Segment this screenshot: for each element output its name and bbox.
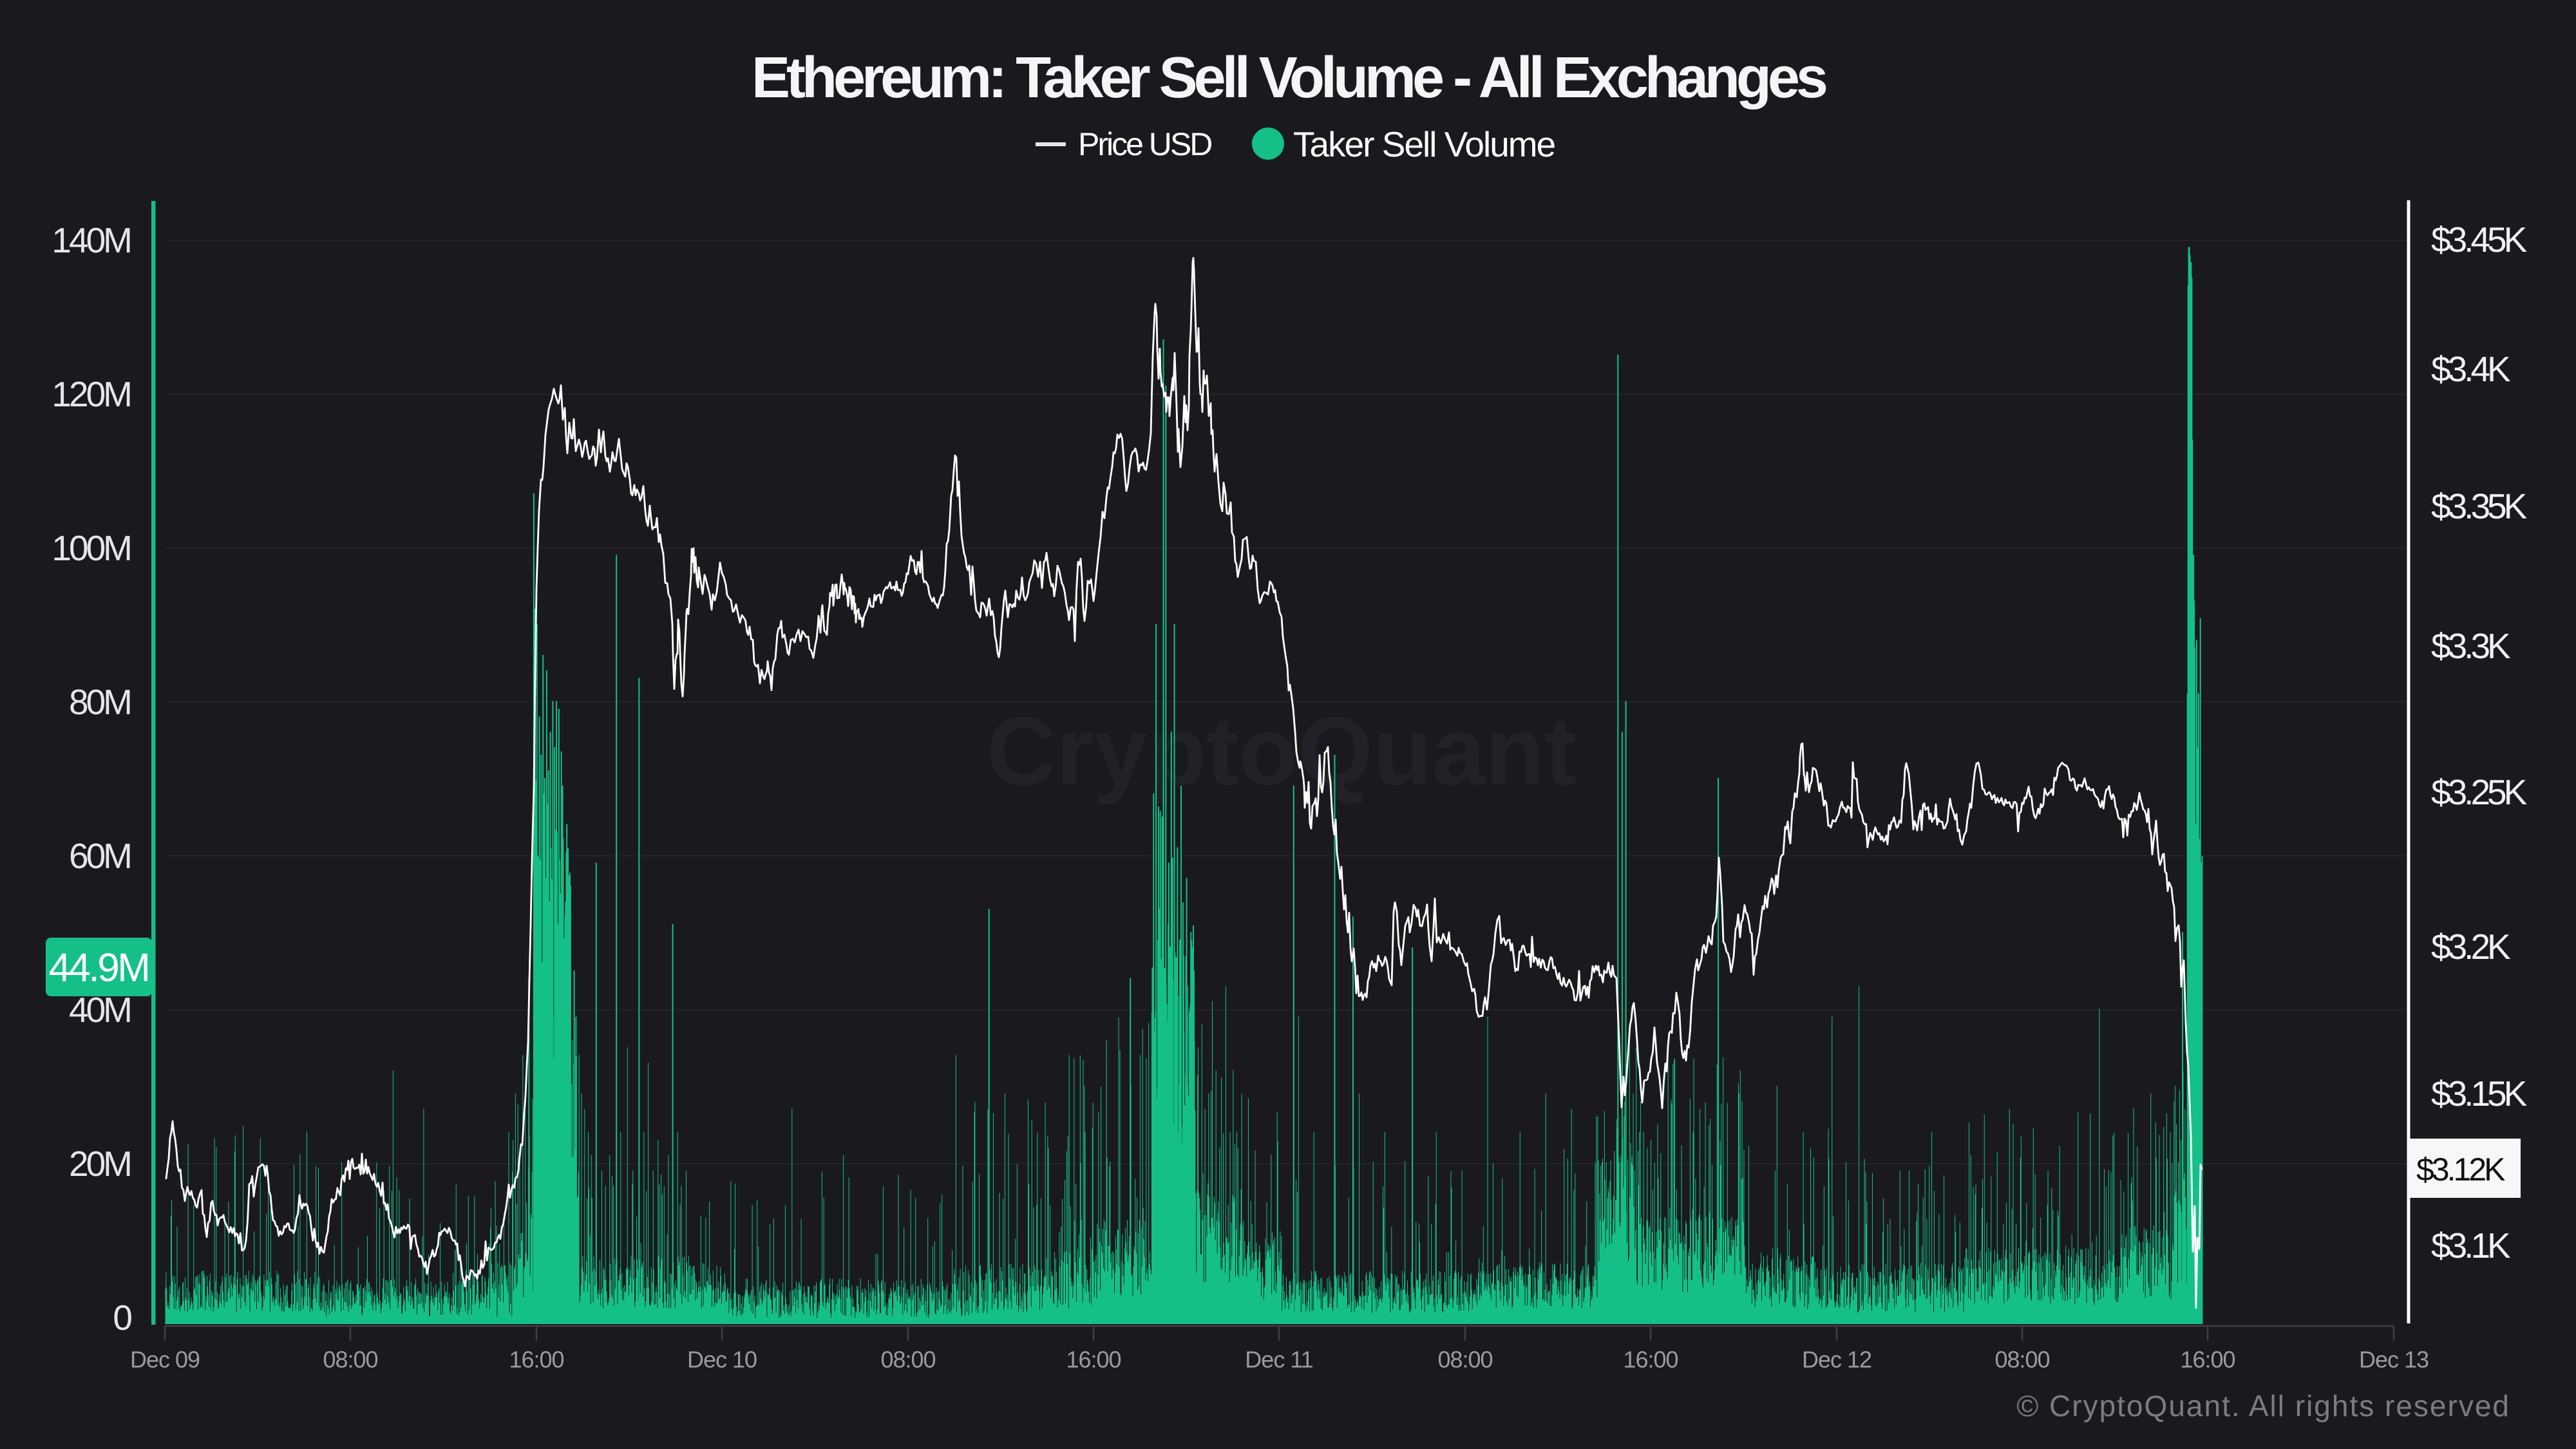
svg-text:$3.35K: $3.35K <box>2431 486 2528 526</box>
svg-text:120M: 120M <box>52 374 130 414</box>
svg-text:Dec 13: Dec 13 <box>2359 1347 2429 1373</box>
svg-text:100M: 100M <box>52 528 130 568</box>
svg-text:08:00: 08:00 <box>323 1347 377 1373</box>
svg-text:16:00: 16:00 <box>2180 1347 2235 1373</box>
svg-text:Dec 09: Dec 09 <box>130 1347 200 1373</box>
svg-text:$3.1K: $3.1K <box>2431 1226 2511 1265</box>
svg-text:Dec 12: Dec 12 <box>1802 1347 1871 1373</box>
svg-text:16:00: 16:00 <box>509 1347 564 1373</box>
svg-text:60M: 60M <box>69 836 130 876</box>
svg-text:140M: 140M <box>52 220 130 260</box>
svg-text:$3.2K: $3.2K <box>2431 927 2511 967</box>
svg-text:Ethereum: Taker Sell Volume -: Ethereum: Taker Sell Volume - All Exchan… <box>752 46 1826 110</box>
svg-text:40M: 40M <box>69 990 130 1030</box>
svg-text:Dec 11: Dec 11 <box>1245 1347 1312 1373</box>
svg-text:$3.3K: $3.3K <box>2431 626 2511 666</box>
svg-text:$3.45K: $3.45K <box>2431 220 2528 260</box>
svg-text:16:00: 16:00 <box>1066 1347 1121 1373</box>
svg-text:44.9M: 44.9M <box>49 946 149 990</box>
svg-text:Taker Sell Volume: Taker Sell Volume <box>1293 124 1555 164</box>
svg-text:Dec 10: Dec 10 <box>687 1347 757 1373</box>
svg-text:16:00: 16:00 <box>1623 1347 1678 1373</box>
svg-text:© CryptoQuant. All rights rese: © CryptoQuant. All rights reserved <box>2016 1389 2510 1423</box>
svg-text:08:00: 08:00 <box>1994 1347 2049 1373</box>
svg-text:$3.25K: $3.25K <box>2431 772 2528 812</box>
svg-text:$3.15K: $3.15K <box>2431 1074 2528 1113</box>
svg-text:$3.12K: $3.12K <box>2416 1151 2505 1188</box>
svg-text:08:00: 08:00 <box>880 1347 935 1373</box>
svg-text:80M: 80M <box>69 682 130 722</box>
svg-text:08:00: 08:00 <box>1437 1347 1492 1373</box>
svg-text:CryptoQuant: CryptoQuant <box>987 697 1577 805</box>
svg-text:0: 0 <box>113 1298 131 1338</box>
svg-text:$3.4K: $3.4K <box>2431 349 2511 389</box>
svg-text:Price USD: Price USD <box>1078 126 1211 162</box>
svg-text:20M: 20M <box>69 1144 130 1184</box>
